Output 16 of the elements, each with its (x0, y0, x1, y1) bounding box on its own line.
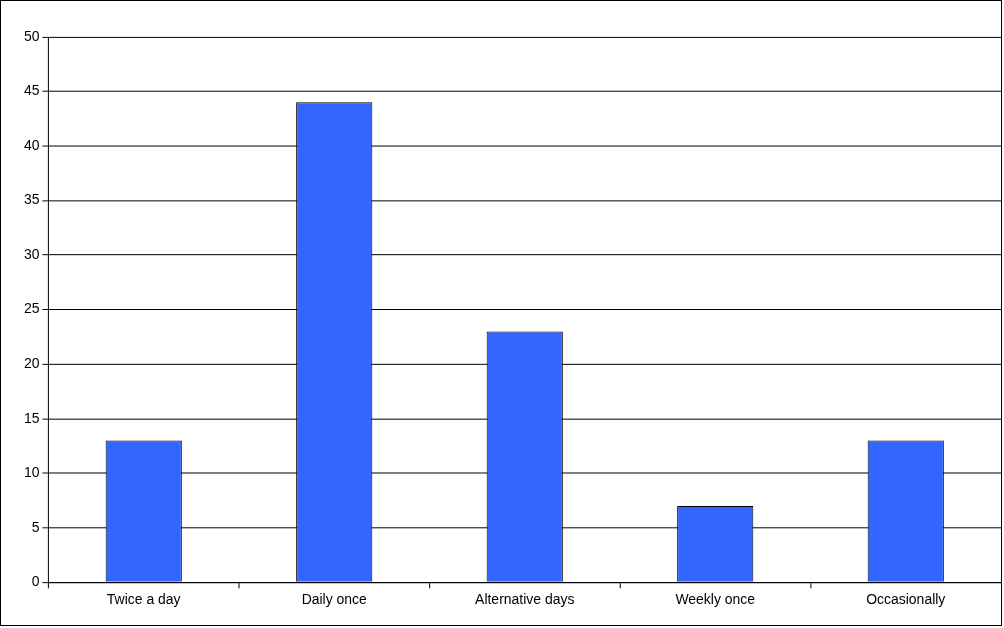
y-tick-label: 30 (23, 245, 40, 262)
y-tick-label: 25 (23, 300, 40, 317)
x-tick-label: Alternative days (475, 590, 575, 607)
y-tick-label: 20 (23, 355, 40, 371)
y-tick-label: 10 (23, 464, 40, 481)
y-tick-label: 45 (23, 82, 40, 99)
x-tick-label: Weekly once (675, 590, 756, 607)
y-tick-label: 15 (23, 409, 40, 426)
y-tick-label: 35 (23, 191, 40, 208)
y-tick-label: 50 (23, 27, 40, 44)
x-tick-label: Occasionally (866, 590, 946, 607)
y-tick-label: 0 (31, 573, 40, 590)
x-tick-label: Daily once (301, 590, 368, 607)
y-tick-label: 40 (23, 136, 40, 153)
y-tick-label: 5 (31, 518, 40, 535)
x-tick-label: Twice a day (106, 590, 181, 607)
